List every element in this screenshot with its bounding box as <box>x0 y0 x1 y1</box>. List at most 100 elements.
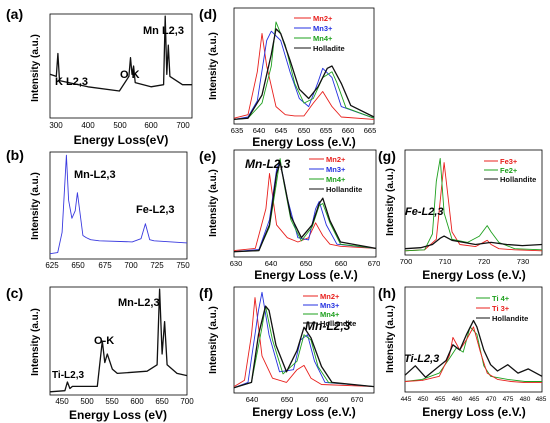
tick-label: 710 <box>439 257 452 266</box>
plot-frame-a <box>49 13 193 119</box>
xlabel-d: Energy Loss (e.V.) <box>252 135 356 149</box>
annotation-a-mn: Mn L2,3 <box>143 25 184 37</box>
series-line-hollandite <box>233 305 375 389</box>
annotation-b-mn: Mn-L2,3 <box>74 169 116 181</box>
plot-area-h <box>404 319 543 384</box>
plot-frame-c <box>49 286 188 396</box>
series-line-fe2- <box>404 157 543 252</box>
legend-label-mn2: Mn2+ <box>313 14 333 23</box>
legend-label-mn3: Mn3+ <box>326 165 346 174</box>
tick-label: 670 <box>368 259 381 268</box>
tick-label: 600 <box>144 121 158 130</box>
x-ticks-a: 300 400 500 600 700 <box>49 121 190 130</box>
panel-label-a: (a) <box>6 6 23 22</box>
tick-label: 650 <box>281 395 294 404</box>
ylabel-d: Intensity (a.u.) <box>208 32 219 100</box>
panel-b: (b) Intensity (a.u.) Mn-L2,3 Fe-L2,3 625… <box>6 147 190 270</box>
legend-h: Ti 4+ Ti 3+ Hollandite <box>476 294 528 323</box>
tick-label: 500 <box>113 121 127 130</box>
panel-label-c: (c) <box>6 285 23 301</box>
plot-frame-d <box>233 7 375 125</box>
ylabel-e: Intensity (a.u.) <box>208 169 219 237</box>
xlabel-e: Energy Loss (e.V.) <box>254 268 358 282</box>
legend-label-fe2: Fe2+ <box>500 166 518 175</box>
tick-label: 630 <box>230 259 243 268</box>
tick-label: 455 <box>435 396 446 403</box>
panel-c: (c) Intensity (a.u.) Energy Loss (eV) Ti… <box>6 285 194 422</box>
plot-area-a <box>49 15 192 92</box>
panel-g: (g) Intensity (a.u.) Energy Loss (e.V.) … <box>378 148 543 282</box>
xlabel-c: Energy Loss (eV) <box>69 408 167 422</box>
tick-label: 600 <box>130 397 144 406</box>
plot-area-b <box>49 154 188 255</box>
tick-label: 700 <box>124 261 138 270</box>
ylabel-f: Intensity (a.u.) <box>208 306 219 374</box>
annotation-h-ti: Ti-L2,3 <box>404 353 439 365</box>
annotation-c-mn: Mn-L2,3 <box>118 297 160 309</box>
annotation-g-fe: Fe-L2,3 <box>405 206 444 218</box>
tick-label: 650 <box>155 397 169 406</box>
annotation-c-ok: O-K <box>94 335 114 347</box>
x-ticks-g: 700 710 720 730 <box>400 257 530 266</box>
legend-label-mn4: Mn4+ <box>313 34 333 43</box>
panel-h: (h) Intensity (a.u.) Energy Loss (e.V.) … <box>378 285 547 419</box>
tick-label: 465 <box>469 396 480 403</box>
panel-label-g: (g) <box>378 148 396 164</box>
ylabel-a: Intensity (a.u.) <box>30 34 41 102</box>
series-line-fe3- <box>404 162 543 252</box>
tick-label: 635 <box>231 126 244 135</box>
series-line-mn4- <box>233 158 377 253</box>
tick-label: 460 <box>452 396 463 403</box>
legend-label-mn3: Mn3+ <box>320 301 340 310</box>
ylabel-g: Intensity (a.u.) <box>385 168 396 236</box>
tick-label: 700 <box>180 397 194 406</box>
legend-label-mn4: Mn4+ <box>326 175 346 184</box>
legend-label-mn3: Mn3+ <box>313 24 333 33</box>
tick-label: 750 <box>176 261 190 270</box>
series-line-mn4- <box>233 305 375 389</box>
tick-label: 400 <box>81 121 95 130</box>
tick-label: 485 <box>536 396 547 403</box>
legend-e: Mn2+ Mn3+ Mn4+ Hollandite <box>309 155 362 194</box>
annotation-c-ti: Ti-L2,3 <box>52 370 84 381</box>
panel-label-f: (f) <box>199 285 213 301</box>
x-ticks-c: 450 500 550 600 650 700 <box>55 397 194 406</box>
tick-label: 655 <box>320 126 333 135</box>
xlabel-h: Energy Loss (e.V.) <box>422 405 526 419</box>
panel-label-e: (e) <box>199 148 216 164</box>
tick-label: 550 <box>105 397 119 406</box>
tick-label: 700 <box>176 121 190 130</box>
x-ticks-e: 630 640 650 660 670 <box>230 259 381 268</box>
xlabel-a: Energy Loss(eV) <box>74 133 169 147</box>
panel-label-h: (h) <box>378 285 396 301</box>
tick-label: 665 <box>364 126 377 135</box>
tick-label: 500 <box>80 397 94 406</box>
tick-label: 730 <box>517 257 530 266</box>
tick-label: 640 <box>246 395 259 404</box>
panel-label-d: (d) <box>199 6 217 22</box>
plot-area-d <box>233 21 375 121</box>
plot-area-c <box>49 288 188 393</box>
tick-label: 650 <box>71 261 85 270</box>
ylabel-c: Intensity (a.u.) <box>30 308 41 376</box>
tick-label: 650 <box>298 126 311 135</box>
panel-f: (f) Intensity (a.u.) Energy Loss (e.V.) … <box>199 285 375 419</box>
ylabel-h: Intensity (a.u.) <box>385 305 396 373</box>
tick-label: 300 <box>49 121 63 130</box>
legend-label-mn2: Mn2+ <box>320 292 340 301</box>
legend-label-fe3: Fe3+ <box>500 157 518 166</box>
annotation-a-kl: K L2,3 <box>55 76 88 88</box>
series-line-spectrum-0 <box>49 288 188 393</box>
tick-label: 450 <box>418 396 429 403</box>
series-line-mn2- <box>233 33 375 120</box>
tick-label: 640 <box>253 126 266 135</box>
legend-label-hol: Hollandite <box>492 314 528 323</box>
panel-d: (d) Intensity (a.u.) Energy Loss (e.V.) … <box>199 6 376 149</box>
tick-label: 670 <box>351 395 364 404</box>
legend-label-hol: Hollandite <box>320 319 356 328</box>
tick-label: 640 <box>265 259 278 268</box>
tick-label: 650 <box>300 259 313 268</box>
x-ticks-d: 635 640 645 650 655 660 665 <box>231 126 377 135</box>
plot-frame-e <box>233 149 377 258</box>
